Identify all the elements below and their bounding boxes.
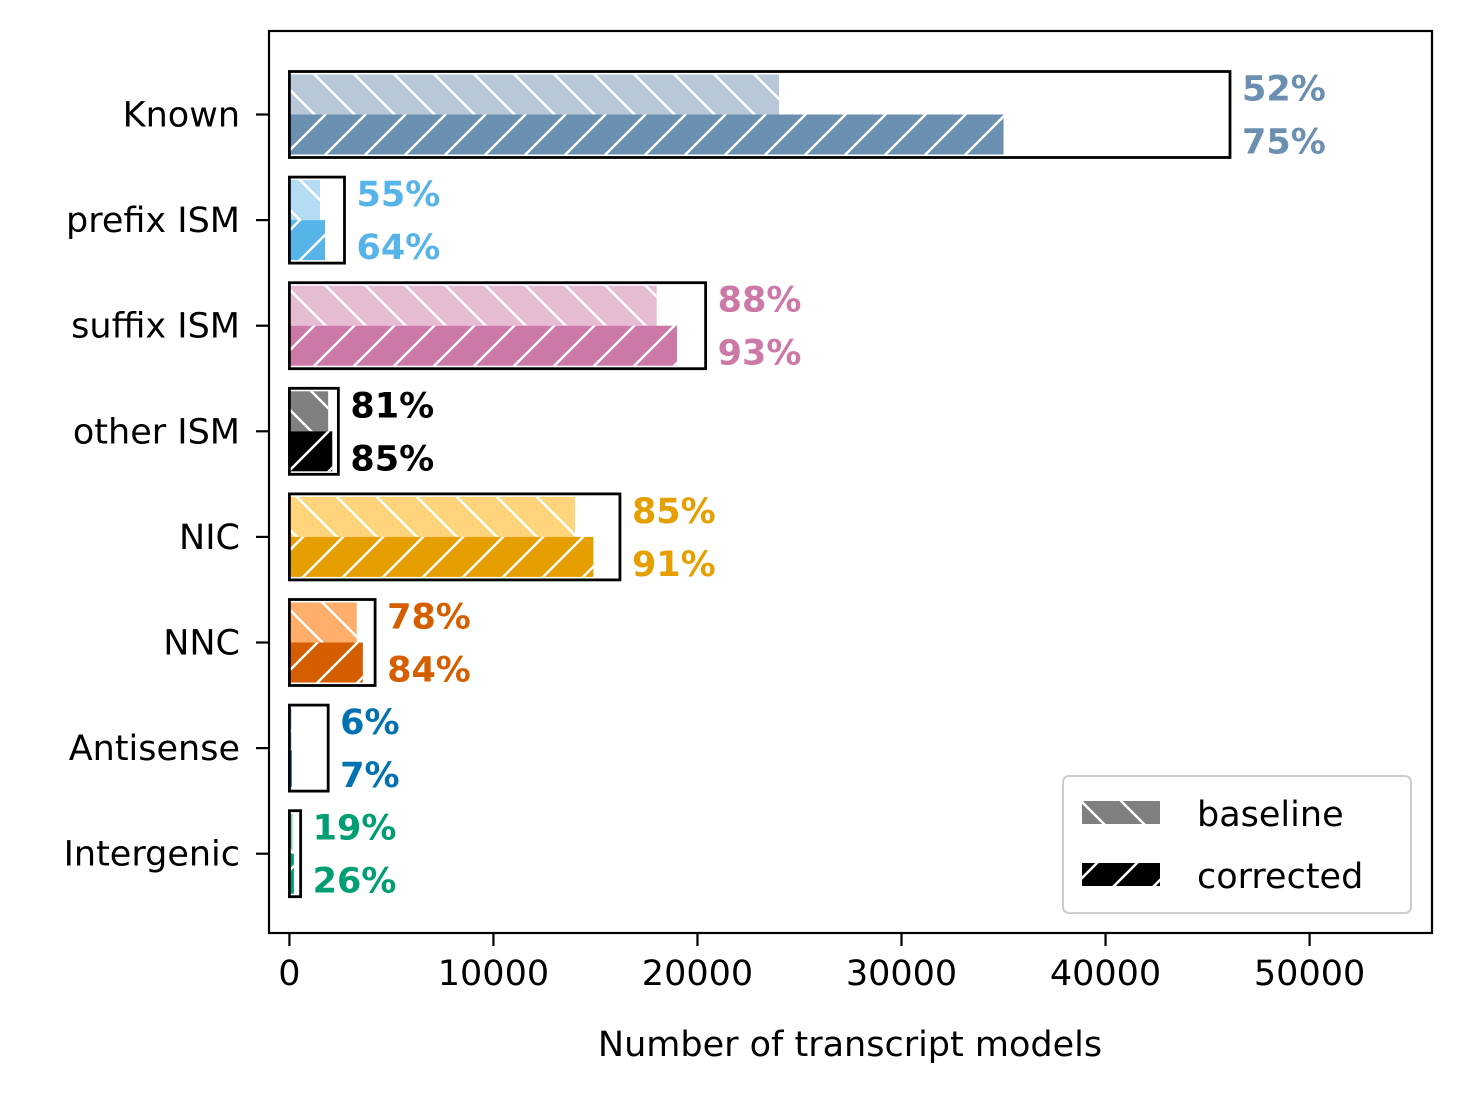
bar-baseline-hatch-nnc [289, 602, 357, 643]
y-tick-label-antisense: Antisense [69, 729, 240, 769]
bar-baseline-hatch-intergenic [289, 813, 293, 854]
plot-frame [267, 29, 1434, 935]
bar-baseline-hatch-suffix-ism [289, 285, 657, 326]
bar-total-outline-prefix-ism [288, 175, 346, 265]
percent-label-baseline-suffix-ism: 88% [718, 281, 802, 321]
x-tick-label-40000: 40000 [1050, 954, 1161, 994]
bar-total-outline-nnc [288, 598, 377, 687]
percent-label-baseline-nnc: 78% [387, 598, 471, 638]
bar-total-outline-suffix-ism [288, 281, 708, 371]
bar-baseline-hatch-other-ism [289, 391, 329, 432]
y-tick-label-nnc: NNC [163, 624, 240, 664]
y-tick-label-nic: NIC [179, 518, 240, 558]
bar-total-outline-nic [288, 492, 622, 582]
y-axis: Known prefix ISM suffix ISM other ISM NIC NNC… [64, 96, 269, 875]
bar-baseline-hatch-prefix-ism [289, 180, 321, 221]
percent-label-baseline-antisense: 6% [340, 703, 399, 743]
x-tick-label-10000: 10000 [438, 954, 549, 994]
percent-label-baseline-known: 52% [1242, 70, 1326, 110]
percent-labels-layer: 52% 75% 55% 64% 88% 93% 81% 85% 85% 91% 78% 84% 6% 7%… [313, 70, 1326, 902]
percent-label-corrected-nic: 91% [632, 545, 716, 585]
x-tick-label-50000: 50000 [1254, 954, 1365, 994]
percent-label-baseline-nic: 85% [632, 492, 716, 532]
y-tick-label-prefix-ism: prefix ISM [66, 201, 240, 241]
bar-total-outline-known [288, 70, 1232, 159]
legend-swatch-corrected-hatch [1082, 863, 1160, 886]
legend-swatch-baseline-hatch [1082, 801, 1160, 824]
bar-corrected-hatch-nic [289, 536, 594, 577]
bar-baseline-hatch-known [289, 74, 780, 115]
bar-corrected-hatch-other-ism [289, 431, 333, 472]
y-tick-label-other-ism: other ISM [73, 412, 240, 452]
y-tick-label-known: Known [123, 96, 240, 136]
legend: baseline corrected [1062, 775, 1412, 914]
percent-label-baseline-prefix-ism: 55% [356, 175, 440, 215]
percent-label-corrected-intergenic: 26% [313, 862, 397, 902]
bar-corrected-hatch-nnc [289, 642, 363, 683]
percent-label-corrected-nnc: 84% [387, 651, 471, 691]
x-axis: 0 10000 20000 30000 40000 50000 [278, 933, 1365, 994]
percent-label-baseline-intergenic: 19% [313, 809, 397, 849]
bars-layer [288, 70, 1232, 899]
bar-corrected-hatch-known [289, 114, 1004, 155]
x-axis-label: Number of transcript models [598, 1025, 1102, 1065]
percent-label-baseline-other-ism: 81% [350, 386, 434, 426]
percent-label-corrected-antisense: 7% [340, 756, 399, 796]
x-tick-label-30000: 30000 [846, 954, 957, 994]
bar-total-outline-antisense [288, 703, 330, 793]
legend-label-corrected: corrected [1197, 857, 1363, 897]
y-tick-label-intergenic: Intergenic [64, 835, 240, 875]
x-tick-label-0: 0 [278, 954, 300, 994]
bar-corrected-hatch-prefix-ism [289, 220, 326, 261]
y-tick-label-suffix-ism: suffix ISM [71, 307, 240, 347]
bar-total-outline-other-ism [288, 386, 340, 476]
percent-label-corrected-suffix-ism: 93% [718, 334, 802, 374]
bar-corrected-hatch-suffix-ism [289, 325, 678, 366]
bar-total-outline-intergenic [288, 809, 303, 899]
bar-baseline-hatch-nic [289, 496, 576, 537]
legend-label-baseline: baseline [1197, 795, 1344, 835]
legend-item-baseline: baseline [1082, 795, 1344, 835]
bar-corrected-hatch-intergenic [289, 853, 294, 894]
percent-label-corrected-known: 75% [1242, 123, 1326, 163]
percent-label-corrected-prefix-ism: 64% [356, 228, 440, 268]
x-tick-label-20000: 20000 [642, 954, 753, 994]
percent-label-corrected-other-ism: 85% [350, 439, 434, 479]
legend-item-corrected: corrected [1082, 857, 1363, 897]
